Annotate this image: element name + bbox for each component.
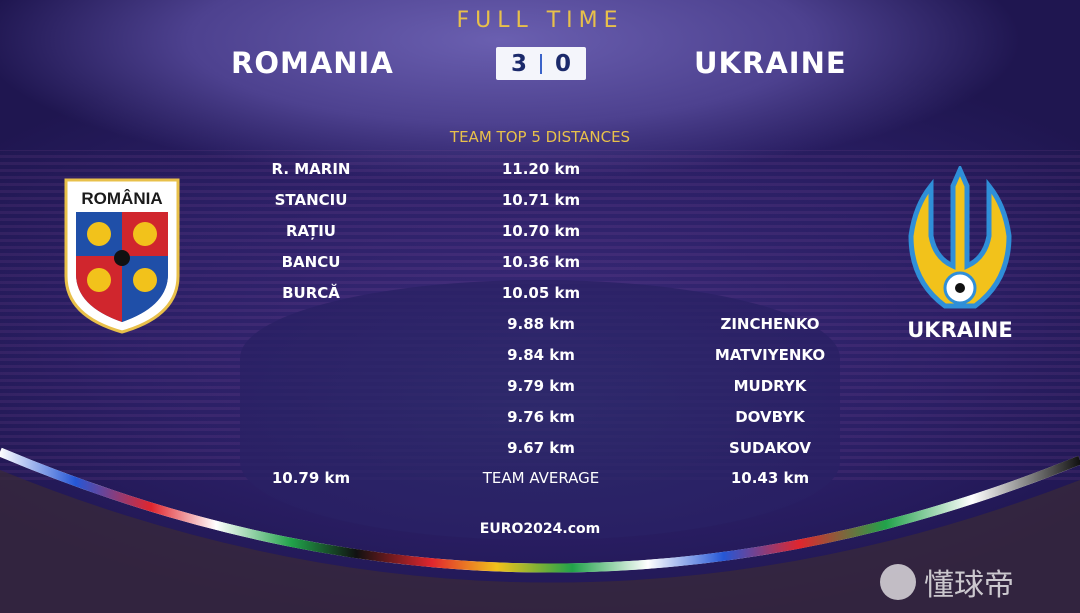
away-team-name: UKRAINE xyxy=(694,46,847,80)
score-divider xyxy=(540,53,542,74)
away-score: 0 xyxy=(555,50,572,77)
player-name: RAȚIU xyxy=(286,222,336,240)
ukraine-trident-crest-icon xyxy=(908,166,1012,309)
table-row: R. MARIN 11.20 km xyxy=(0,160,1080,180)
player-distance: 9.84 km xyxy=(507,346,575,364)
pitch-background xyxy=(240,280,840,540)
watermark: 懂球帝 xyxy=(880,560,1014,604)
player-name: ZINCHENKO xyxy=(720,315,820,333)
player-name: SUDAKOV xyxy=(729,439,811,457)
scoreboard: 3 0 xyxy=(496,47,586,80)
table-row: RAȚIU 10.70 km xyxy=(0,222,1080,242)
table-row: BANCU 10.36 km xyxy=(0,253,1080,273)
watermark-text: 懂球帝 xyxy=(924,568,1014,603)
table-row: 9.84 km MATVIYENKO xyxy=(0,346,1080,366)
stat-title: TEAM TOP 5 DISTANCES xyxy=(449,128,631,146)
player-name: STANCIU xyxy=(274,191,348,209)
player-distance: 9.67 km xyxy=(507,439,575,457)
player-distance: 9.88 km xyxy=(507,315,575,333)
footer-url: EURO2024.com xyxy=(479,521,601,537)
away-average: 10.43 km xyxy=(730,469,810,487)
team-average-row: 10.79 km TEAM AVERAGE 10.43 km xyxy=(0,469,1080,489)
player-name: R. MARIN xyxy=(271,160,351,178)
player-distance: 10.36 km xyxy=(501,253,581,271)
player-distance: 10.70 km xyxy=(501,222,581,240)
player-name: DOVBYK xyxy=(735,408,805,426)
crest-text: ROMÂNIA xyxy=(81,189,162,208)
player-distance: 10.71 km xyxy=(501,191,581,209)
home-score: 3 xyxy=(510,50,527,77)
home-average: 10.79 km xyxy=(271,469,351,487)
table-row: 9.79 km MUDRYK xyxy=(0,377,1080,397)
table-row: BURCĂ 10.05 km xyxy=(0,284,1080,304)
player-distance: 9.76 km xyxy=(507,408,575,426)
ukraine-crest-label: UKRAINE xyxy=(907,318,1013,342)
colored-ribbon-decoration xyxy=(0,447,1080,613)
romania-crest-icon: ROMÂNIA xyxy=(64,178,180,334)
player-name: MUDRYK xyxy=(733,377,807,395)
football-logo-icon xyxy=(880,564,916,600)
average-label: TEAM AVERAGE xyxy=(482,469,600,487)
table-row: 9.67 km SUDAKOV xyxy=(0,439,1080,459)
player-name: MATVIYENKO xyxy=(714,346,826,364)
table-row: 9.88 km ZINCHENKO xyxy=(0,315,1080,335)
home-team-name: ROMANIA xyxy=(231,46,394,80)
table-row: 9.76 km DOVBYK xyxy=(0,408,1080,428)
table-row: STANCIU 10.71 km xyxy=(0,191,1080,211)
player-name: BANCU xyxy=(281,253,341,271)
player-distance: 10.05 km xyxy=(501,284,581,302)
player-name: BURCĂ xyxy=(282,284,340,302)
player-distance: 11.20 km xyxy=(501,160,581,178)
match-status: FULL TIME xyxy=(456,8,624,33)
player-distance: 9.79 km xyxy=(507,377,575,395)
